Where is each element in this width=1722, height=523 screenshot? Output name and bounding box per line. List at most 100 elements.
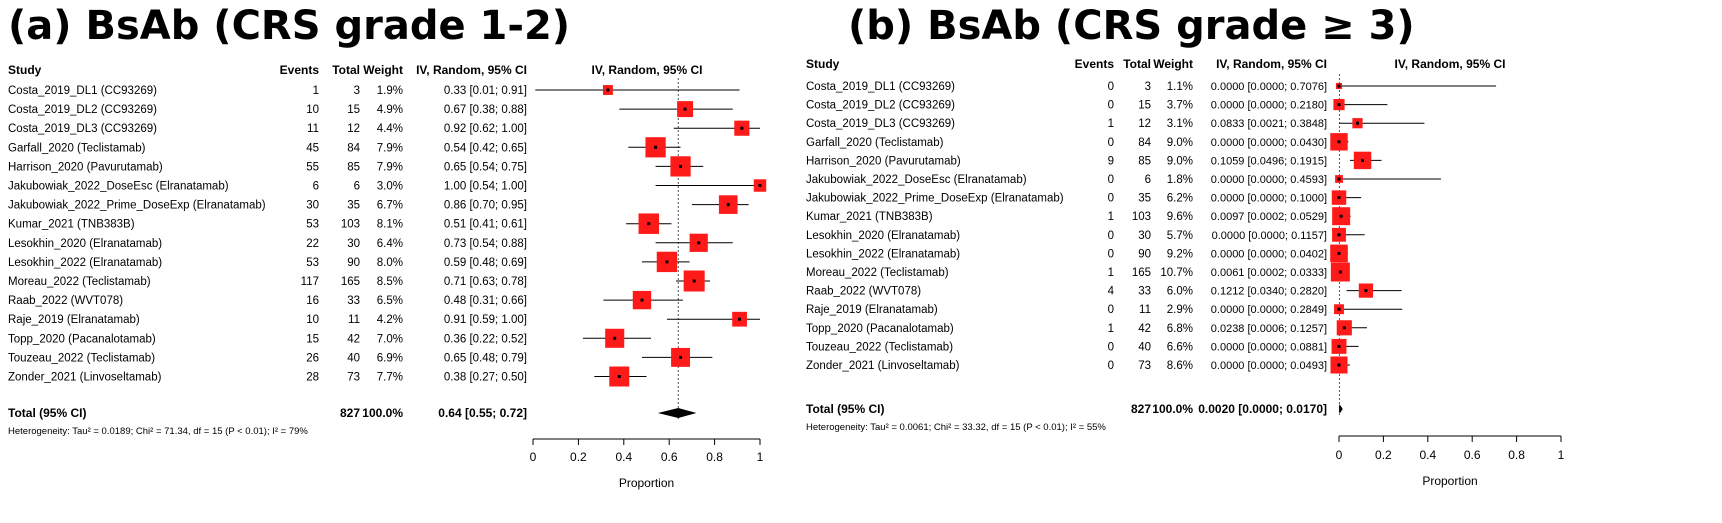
b-ci-value: 0.0000 [0.0000; 0.0430]: [1211, 137, 1327, 149]
b-events-value: 1: [1108, 118, 1114, 130]
b-ci-value: 0.0000 [0.0000; 0.0881]: [1211, 341, 1327, 353]
b-weight-value: 8.6%: [1167, 360, 1193, 372]
a-weight-value: 6.7%: [377, 200, 403, 212]
a-total-value: 40: [347, 352, 360, 364]
a-study-label: Lesokhin_2022 (Elranatamab): [8, 257, 162, 269]
a-ci-value: 0.73 [0.54; 0.88]: [444, 238, 527, 250]
a-study-label: Touzeau_2022 (Teclistamab): [8, 352, 155, 364]
a-study-label: Moreau_2022 (Teclistamab): [8, 276, 151, 288]
a-point-estimate: [697, 241, 701, 245]
a-study-label: Costa_2019_DL3 (CC93269): [8, 123, 157, 135]
a-events-value: 117: [301, 276, 319, 288]
b-x-tick-label: 1: [1558, 448, 1565, 462]
b-total-value: 84: [1138, 137, 1151, 149]
a-point-estimate: [692, 279, 696, 283]
b-ci-value: 0.0000 [0.0000; 0.1157]: [1212, 230, 1327, 242]
a-weight-value: 8.0%: [377, 257, 403, 269]
a-events-value: 22: [306, 238, 319, 250]
b-x-tick-label: 0.4: [1419, 448, 1436, 462]
a-ci-value: 0.86 [0.70; 0.95]: [444, 200, 527, 212]
b-weight-value: 10.7%: [1160, 267, 1193, 279]
a-weight-value: 7.7%: [377, 372, 403, 384]
a-weight-value: 6.9%: [377, 352, 403, 364]
b-study-label: Topp_2020 (Pacanalotamab): [806, 323, 954, 335]
b-events-value: 0: [1108, 81, 1114, 93]
b-ci-value: 0.1212 [0.0340; 0.2820]: [1211, 286, 1327, 298]
a-point-estimate: [683, 107, 687, 111]
b-pooled-diamond: [1339, 404, 1343, 414]
b-header-ci: IV, Random, 95% CI: [1216, 57, 1327, 71]
a-study-label: Jakubowiak_2022_DoseEsc (Elranatamab): [8, 181, 229, 193]
a-total-value: 42: [347, 333, 360, 345]
a-point-estimate: [654, 145, 658, 149]
a-total-value: 15: [347, 104, 360, 116]
b-point-estimate: [1337, 233, 1341, 237]
a-x-tick-label: 0.6: [661, 450, 678, 464]
b-ci-value: 0.1059 [0.0496; 0.1915]: [1211, 155, 1327, 167]
b-study-label: Lesokhin_2022 (Elranatamab): [806, 248, 960, 260]
a-events-value: 30: [306, 200, 319, 212]
a-events-value: 53: [306, 219, 319, 231]
a-x-tick-label: 0: [530, 450, 537, 464]
b-heterogeneity: Heterogeneity: Tau² = 0.0061; Chi² = 33.…: [806, 422, 1106, 433]
b-total-weight: 100.0%: [1152, 402, 1193, 416]
b-study-label: Harrison_2020 (Pavurutamab): [806, 155, 961, 167]
b-weight-value: 2.9%: [1167, 304, 1193, 316]
b-x-axis-label: Proportion: [1422, 474, 1477, 488]
b-total-value: 85: [1138, 155, 1151, 167]
a-total-label: Total (95% CI): [8, 406, 86, 420]
a-weight-value: 6.5%: [377, 295, 403, 307]
b-events-value: 9: [1108, 155, 1114, 167]
b-weight-value: 9.6%: [1167, 211, 1193, 223]
panel-b-title: (b) BsAb (CRS grade ≥ 3): [848, 3, 1415, 49]
b-study-label: Jakubowiak_2022_DoseEsc (Elranatamab): [806, 174, 1027, 186]
b-study-label: Costa_2019_DL2 (CC93269): [806, 100, 955, 112]
b-events-value: 0: [1108, 100, 1114, 112]
a-point-estimate: [606, 88, 610, 92]
a-total-value: 11: [348, 314, 360, 326]
b-header-events: Events: [1075, 57, 1115, 71]
b-events-value: 0: [1108, 248, 1114, 260]
b-total-value: 30: [1138, 230, 1151, 242]
a-point-estimate: [679, 164, 683, 168]
a-total-ci: 0.64 [0.55; 0.72]: [438, 406, 527, 420]
a-point-estimate: [740, 126, 744, 130]
a-x-axis-label: Proportion: [619, 476, 674, 490]
b-weight-value: 6.8%: [1167, 323, 1193, 335]
a-events-value: 1: [313, 85, 319, 97]
b-total-value: 33: [1138, 286, 1151, 298]
a-point-estimate: [647, 222, 651, 226]
b-study-label: Raab_2022 (WVT078): [806, 286, 921, 298]
a-study-label: Harrison_2020 (Pavurutamab): [8, 161, 163, 173]
a-ci-value: 0.65 [0.54; 0.75]: [444, 161, 527, 173]
b-events-value: 1: [1108, 267, 1114, 279]
b-study-label: Lesokhin_2020 (Elranatamab): [806, 230, 960, 242]
a-study-label: Zonder_2021 (Linvoseltamab): [8, 372, 162, 384]
b-total-value: 73: [1138, 360, 1151, 372]
a-events-value: 10: [306, 314, 319, 326]
a-point-estimate: [613, 336, 617, 340]
b-weight-value: 3.1%: [1167, 118, 1193, 130]
b-point-estimate: [1337, 307, 1341, 311]
b-point-estimate: [1337, 363, 1341, 367]
a-total-n: 827: [340, 406, 360, 420]
a-header-plot: IV, Random, 95% CI: [592, 63, 703, 77]
a-events-value: 26: [306, 352, 319, 364]
a-total-value: 84: [347, 142, 360, 154]
a-total-value: 73: [347, 372, 360, 384]
a-weight-value: 1.9%: [377, 85, 403, 97]
b-events-value: 1: [1108, 211, 1114, 223]
a-total-value: 85: [347, 161, 360, 173]
a-study-label: Raje_2019 (Elranatamab): [8, 314, 140, 326]
a-point-estimate: [726, 203, 730, 207]
b-weight-value: 9.0%: [1167, 155, 1193, 167]
b-study-label: Zonder_2021 (Linvoseltamab): [806, 360, 960, 372]
b-ci-value: 0.0000 [0.0000; 0.0493]: [1211, 360, 1327, 372]
b-ci-value: 0.0000 [0.0000; 0.2180]: [1211, 100, 1327, 112]
b-header-plot: IV, Random, 95% CI: [1395, 57, 1506, 71]
b-total-value: 40: [1138, 341, 1151, 353]
a-point-estimate: [665, 260, 669, 264]
b-total-value: 103: [1132, 211, 1151, 223]
b-total-value: 35: [1138, 193, 1151, 205]
